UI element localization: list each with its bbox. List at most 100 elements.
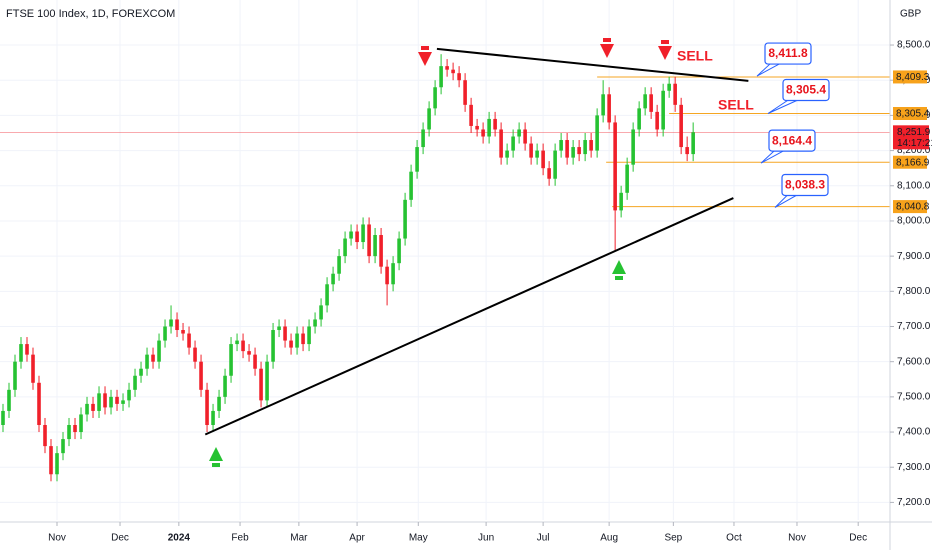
- x-tick-label: Mar: [290, 533, 308, 544]
- candle-body: [439, 66, 443, 88]
- candle-body: [373, 235, 377, 257]
- signal-arrows: [209, 38, 672, 467]
- candle-body: [667, 83, 671, 91]
- candle-body: [565, 140, 569, 158]
- candle-body: [415, 147, 419, 172]
- axes: 7,200.0 7,300.0 7,400.0 7,500.0 7,600.0 7,700…: [48, 40, 932, 544]
- level-label: 8,409.3: [896, 72, 930, 83]
- candle-body: [355, 231, 359, 243]
- candle-body: [259, 368, 263, 401]
- grid: [0, 0, 890, 520]
- candle-body: [463, 80, 467, 105]
- candle-body: [577, 147, 581, 155]
- trendlines: [204, 47, 749, 436]
- candle-body: [247, 351, 251, 355]
- candle-body: [61, 439, 65, 454]
- y-tick-label: 8,100.0: [897, 180, 931, 191]
- candle-body: [631, 129, 635, 165]
- candle-body: [187, 333, 191, 348]
- y-tick-label: 8,500.0: [897, 40, 931, 51]
- candle-body: [547, 168, 551, 179]
- candle-body: [223, 375, 227, 397]
- candle-body: [67, 425, 71, 440]
- last-price-label: 8,251.9: [897, 127, 931, 138]
- candle-body: [145, 354, 149, 369]
- last-price-time: 14:17:21: [897, 138, 932, 149]
- candle-body: [103, 393, 107, 408]
- candle-body: [151, 354, 155, 362]
- candle-body: [397, 238, 401, 264]
- sell-label: SELL: [718, 97, 754, 113]
- candle-body: [445, 66, 449, 70]
- candle-body: [619, 192, 623, 211]
- candle-body: [487, 118, 491, 137]
- level-badge: [893, 155, 927, 169]
- candle-body: [367, 224, 371, 257]
- down-arrow: [658, 40, 672, 60]
- x-tick-label: Aug: [600, 533, 618, 544]
- y-tick-label: 7,700.0: [897, 321, 931, 332]
- candle-body: [469, 104, 473, 126]
- candle-body: [451, 69, 455, 74]
- candle-body: [91, 403, 95, 411]
- up-arrow: [209, 447, 223, 467]
- candle-body: [277, 326, 281, 331]
- candle-body: [265, 361, 269, 401]
- candle-body: [535, 150, 539, 158]
- candle-body: [583, 140, 587, 155]
- candle-body: [271, 330, 275, 362]
- y-tick-label: 7,600.0: [897, 356, 931, 367]
- x-tick-label: Apr: [349, 533, 365, 544]
- candle-body: [157, 340, 161, 362]
- candle-body: [7, 389, 11, 411]
- x-tick-label: Feb: [231, 533, 249, 544]
- x-tick-label: Dec: [849, 533, 867, 544]
- candle-body: [217, 396, 221, 411]
- candle-body: [127, 389, 131, 401]
- candle-body: [283, 326, 287, 341]
- candle-body: [475, 125, 479, 130]
- candle-body: [349, 231, 353, 239]
- candle-body: [73, 425, 77, 433]
- callout-label: 8,305.4: [786, 83, 826, 97]
- candle-body: [343, 238, 347, 257]
- level-label: 8,040.8: [896, 202, 930, 213]
- y-tick-label: 7,900.0: [897, 251, 931, 262]
- down-arrow: [418, 46, 432, 66]
- chart-title: FTSE 100 Index, 1D, FOREXCOM: [6, 8, 175, 20]
- callout-box: [782, 78, 830, 102]
- callout-box: [781, 173, 829, 197]
- candle-body: [571, 147, 575, 158]
- y-tick-label: 7,800.0: [897, 286, 931, 297]
- candle-body: [433, 87, 437, 109]
- levels: [0, 76, 890, 208]
- y-tick-label: 7,400.0: [897, 427, 931, 438]
- candle-body: [313, 319, 317, 327]
- candles: [1, 54, 695, 482]
- level-badge: [893, 200, 927, 214]
- candle-body: [391, 263, 395, 285]
- callout-box: [768, 129, 816, 152]
- candle-body: [649, 94, 653, 112]
- x-tick-label: Dec: [111, 533, 129, 544]
- y-tick-label: 7,200.0: [897, 497, 931, 508]
- candle-body: [637, 108, 641, 130]
- callout-label: 8,411.8: [768, 46, 808, 60]
- candle-body: [331, 273, 335, 285]
- candle-body: [13, 361, 17, 390]
- level-label: 8,166.9: [896, 157, 930, 168]
- callout-box: [764, 42, 812, 65]
- x-tick-label: 2024: [168, 533, 191, 544]
- y-tick-label: 8,000.0: [897, 216, 931, 227]
- candle-body: [43, 425, 47, 447]
- candle-body: [193, 347, 197, 362]
- candle-body: [655, 111, 659, 130]
- candle-body: [421, 129, 425, 148]
- candle-body: [199, 361, 203, 390]
- candle-body: [37, 382, 41, 426]
- candle-body: [1, 410, 5, 426]
- down-arrow: [600, 38, 614, 58]
- candle-body: [121, 400, 125, 404]
- candle-body: [625, 164, 629, 193]
